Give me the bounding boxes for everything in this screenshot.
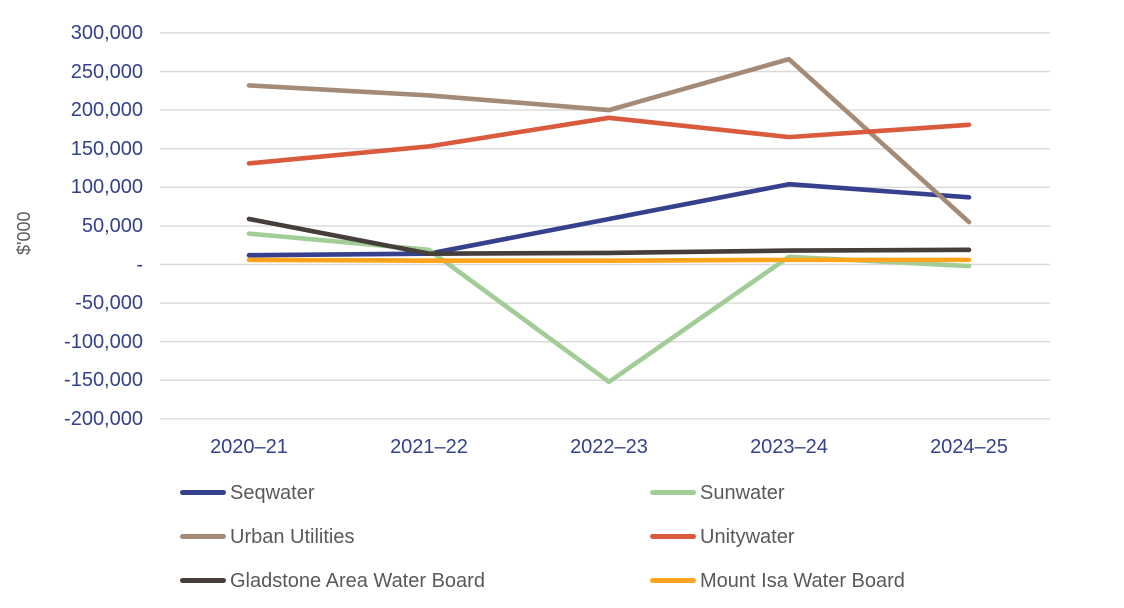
x-tick-label: 2021–22: [390, 436, 468, 458]
legend-swatch-icon: [650, 534, 696, 539]
legend-swatch-icon: [650, 490, 696, 495]
x-tick-label: 2020–21: [210, 436, 288, 458]
y-tick-label: -200,000: [64, 407, 143, 430]
legend-swatch-icon: [180, 490, 226, 495]
series-line-gladstone-area-water-board: [246, 216, 972, 256]
legend-label: Seqwater: [230, 482, 315, 504]
legend-label: Sunwater: [700, 482, 785, 504]
y-tick-label: -: [136, 253, 143, 276]
y-tick-label: 150,000: [70, 137, 143, 160]
series-line-urban-utilities: [246, 56, 972, 225]
y-tick-label: 200,000: [70, 99, 143, 122]
legend-label: Unitywater: [700, 526, 795, 548]
x-tick-label: 2024–25: [930, 436, 1008, 458]
series-line-unitywater: [246, 115, 972, 166]
y-tick-label: 100,000: [70, 176, 143, 199]
legend-swatch-icon: [180, 578, 226, 583]
y-tick-label: -50,000: [75, 292, 143, 315]
legend-label: Mount Isa Water Board: [700, 570, 905, 592]
y-tick-label: 250,000: [70, 60, 143, 83]
y-tick-label: -100,000: [64, 330, 143, 353]
y-tick-label: 300,000: [70, 21, 143, 44]
legend-label: Gladstone Area Water Board: [230, 570, 485, 592]
x-tick-label: 2022–23: [570, 436, 648, 458]
legend-label: Urban Utilities: [230, 526, 355, 548]
y-tick-label: 50,000: [81, 214, 143, 237]
legend-swatch-icon: [650, 578, 696, 583]
x-tick-label: 2023–24: [750, 436, 828, 458]
legend-swatch-icon: [180, 534, 226, 539]
series-line-mount-isa-water-board: [246, 257, 972, 263]
y-tick-label: -150,000: [64, 369, 143, 392]
series-line-seqwater: [246, 181, 972, 258]
